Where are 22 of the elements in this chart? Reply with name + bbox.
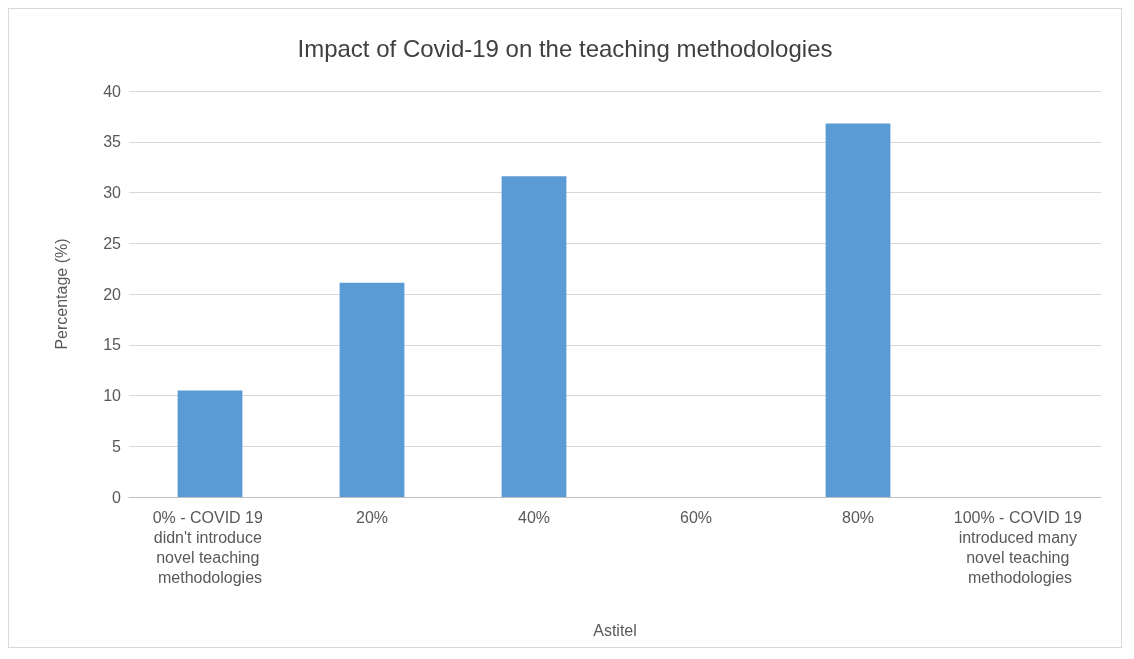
y-tick-label: 5 <box>112 437 122 455</box>
chart-title: Impact of Covid-19 on the teaching methodologies <box>297 34 833 62</box>
x-tick-label: 60% <box>679 508 713 526</box>
bar <box>339 282 405 497</box>
x-tick-label: 0% - COVID 19 didn't introduce novel teaching methodologies <box>152 508 268 586</box>
x-axis-title: Astitel <box>593 621 637 639</box>
y-tick-label: 25 <box>103 234 122 252</box>
y-tick-label: 30 <box>103 184 122 201</box>
y-tick-label: 20 <box>103 285 122 303</box>
y-tick-label: 10 <box>103 387 122 404</box>
x-tick-label: 80% <box>841 508 875 526</box>
y-axis-title: Percentage (%) <box>52 238 70 350</box>
bar <box>501 176 567 497</box>
x-tick-label: 100% - COVID 19 introduced many novel teaching methodologies <box>953 508 1087 586</box>
x-tick-label: 20% <box>355 508 389 526</box>
bar <box>825 123 891 497</box>
y-tick-label: 0 <box>112 488 122 506</box>
bar <box>177 390 243 497</box>
y-tick-label: 40 <box>103 82 122 100</box>
y-tick-label: 35 <box>103 133 122 151</box>
x-tick-label: 40% <box>517 508 551 526</box>
y-tick-label: 15 <box>103 336 122 354</box>
